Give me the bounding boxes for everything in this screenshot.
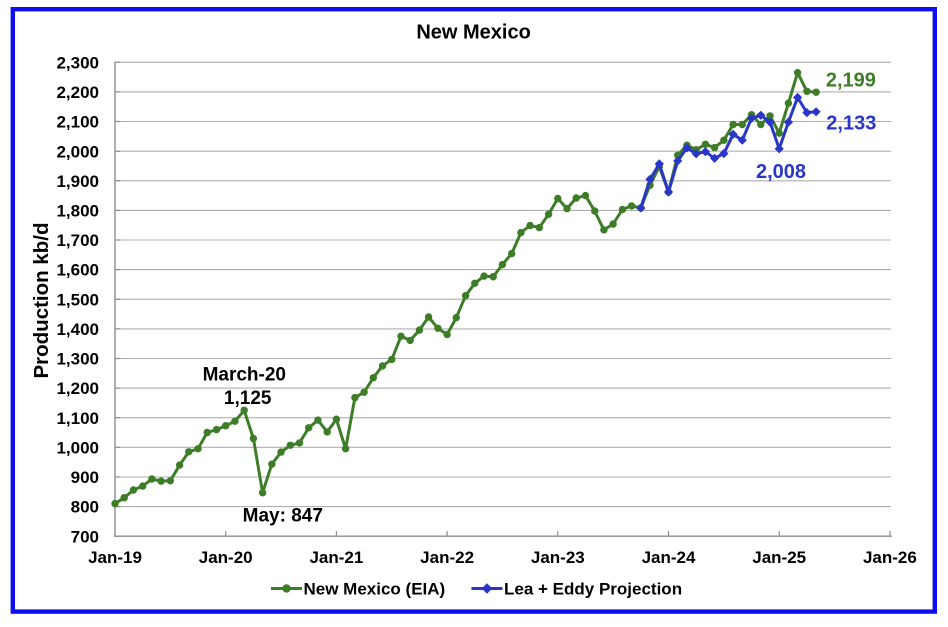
svg-text:2,300: 2,300 — [56, 53, 99, 72]
svg-text:Jan-25: Jan-25 — [752, 548, 806, 567]
svg-text:1,800: 1,800 — [56, 202, 99, 221]
svg-text:800: 800 — [71, 498, 99, 517]
svg-text:Jan-24: Jan-24 — [642, 548, 696, 567]
svg-text:1,200: 1,200 — [56, 379, 99, 398]
svg-text:Jan-23: Jan-23 — [531, 548, 585, 567]
svg-text:1,300: 1,300 — [56, 350, 99, 369]
svg-text:900: 900 — [71, 468, 99, 487]
svg-text:New Mexico (EIA): New Mexico (EIA) — [304, 579, 446, 598]
svg-text:2,133: 2,133 — [826, 112, 876, 134]
svg-text:1,600: 1,600 — [56, 261, 99, 280]
svg-text:2,008: 2,008 — [756, 161, 806, 183]
svg-text:1,400: 1,400 — [56, 320, 99, 339]
svg-text:March-20: March-20 — [203, 365, 286, 386]
svg-text:1,700: 1,700 — [56, 231, 99, 250]
svg-text:Jan-19: Jan-19 — [88, 548, 142, 567]
svg-text:New Mexico: New Mexico — [416, 22, 530, 44]
svg-text:Jan-26: Jan-26 — [863, 548, 917, 567]
svg-text:Lea + Eddy Projection: Lea + Eddy Projection — [504, 579, 682, 598]
svg-text:2,000: 2,000 — [56, 142, 99, 161]
svg-text:1,125: 1,125 — [224, 388, 272, 409]
svg-text:1,900: 1,900 — [56, 172, 99, 191]
svg-text:1,000: 1,000 — [56, 438, 99, 457]
svg-text:2,199: 2,199 — [826, 70, 876, 92]
svg-text:Jan-20: Jan-20 — [199, 548, 253, 567]
svg-text:Production kb/d: Production kb/d — [30, 222, 53, 378]
svg-text:700: 700 — [71, 527, 99, 546]
svg-text:2,100: 2,100 — [56, 113, 99, 132]
svg-text:Jan-22: Jan-22 — [420, 548, 474, 567]
svg-text:1,100: 1,100 — [56, 409, 99, 428]
svg-text:1,500: 1,500 — [56, 290, 99, 309]
svg-text:Jan-21: Jan-21 — [309, 548, 363, 567]
svg-text:May: 847: May: 847 — [243, 505, 323, 526]
svg-text:2,200: 2,200 — [56, 83, 99, 102]
